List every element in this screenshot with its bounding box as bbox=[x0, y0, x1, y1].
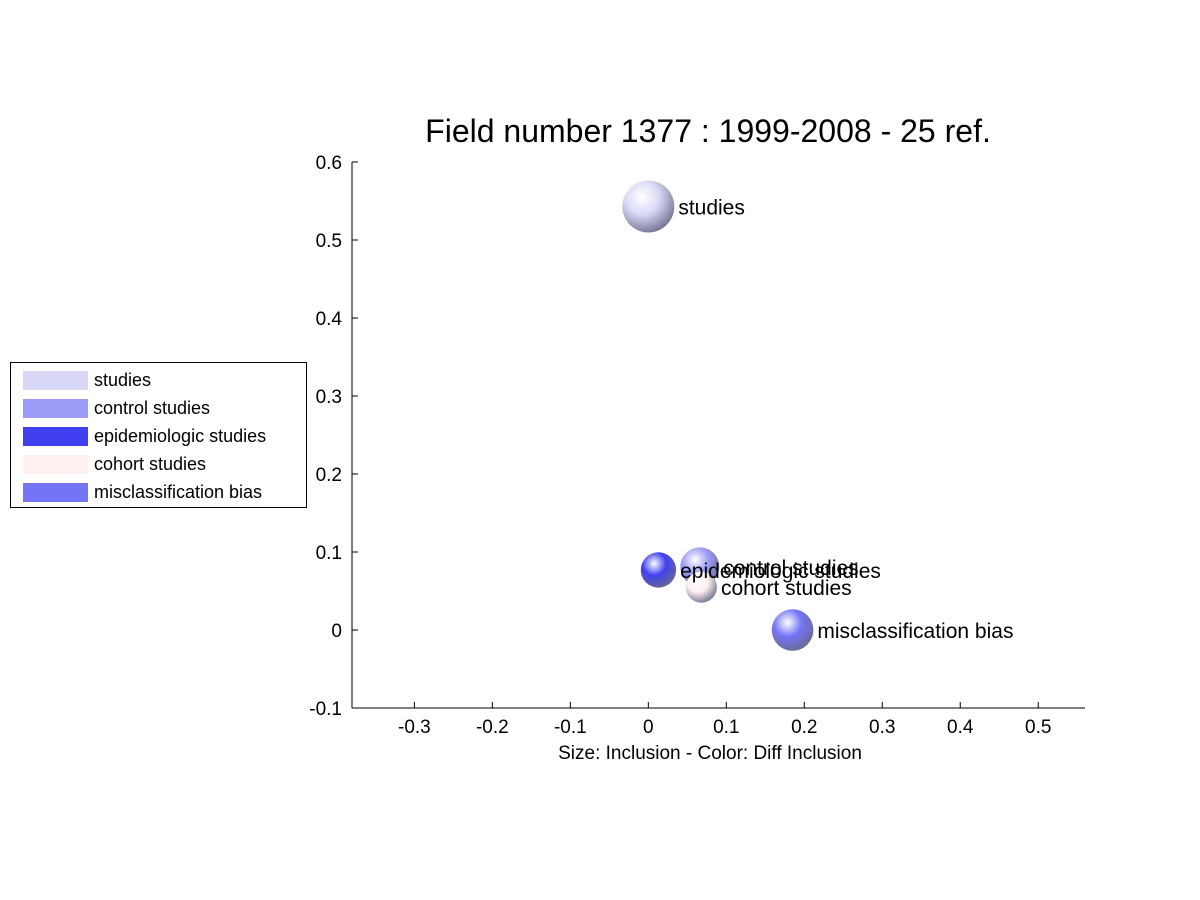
data-point bbox=[640, 552, 677, 588]
x-axis-label: Size: Inclusion - Color: Diff Inclusion bbox=[558, 743, 862, 764]
legend-item: misclassification bias bbox=[23, 482, 262, 502]
legend-label: control studies bbox=[94, 397, 211, 418]
y-tick-label: 0.4 bbox=[316, 309, 343, 330]
data-point bbox=[685, 571, 717, 603]
y-tick-label: 0.6 bbox=[316, 153, 342, 174]
x-tick-label: 0.1 bbox=[713, 717, 739, 738]
y-tick-label: 0.2 bbox=[316, 465, 342, 486]
x-tick-label: 0 bbox=[643, 717, 654, 738]
data-points bbox=[622, 180, 814, 651]
x-tick-label: 0.5 bbox=[1025, 717, 1051, 738]
x-ticks: -0.3 -0.2 -0.1 0 0.1 0.2 0.3 0.4 0.5 bbox=[398, 702, 1051, 738]
legend: studies control studies epidemiologic st… bbox=[10, 362, 307, 508]
legend-swatch bbox=[23, 398, 88, 418]
data-point-label: epidemiologic studies bbox=[680, 560, 881, 583]
data-point bbox=[771, 609, 814, 651]
legend-label: studies bbox=[94, 369, 152, 390]
chart-title: Field number 1377 : 1999-2008 - 25 ref. bbox=[425, 113, 991, 149]
legend-swatch bbox=[23, 370, 88, 390]
y-ticks: -0.1 0 0.1 0.2 0.3 0.4 0.5 0.6 bbox=[309, 153, 358, 720]
legend-item: cohort studies bbox=[23, 454, 206, 474]
x-tick-label: 0.2 bbox=[791, 717, 817, 738]
legend-item: epidemiologic studies bbox=[23, 426, 266, 446]
legend-item: control studies bbox=[23, 398, 210, 418]
axes bbox=[351, 162, 1085, 709]
x-tick-label: 0.3 bbox=[869, 717, 895, 738]
legend-item: studies bbox=[23, 370, 151, 390]
legend-swatch bbox=[23, 482, 88, 502]
x-tick-label: -0.3 bbox=[398, 717, 431, 738]
x-tick-label: -0.1 bbox=[554, 717, 587, 738]
data-point-label: studies bbox=[678, 196, 745, 219]
data-point-label: misclassification bias bbox=[817, 620, 1013, 643]
legend-label: misclassification bias bbox=[94, 481, 263, 502]
data-point bbox=[622, 180, 675, 233]
y-tick-label: 0.3 bbox=[316, 387, 342, 408]
legend-swatch bbox=[23, 454, 88, 474]
legend-label: cohort studies bbox=[94, 453, 207, 474]
x-tick-label: -0.2 bbox=[476, 717, 509, 738]
data-point-label: cohort studies bbox=[721, 577, 852, 600]
legend-swatch bbox=[23, 426, 88, 446]
y-tick-label: 0.1 bbox=[316, 543, 342, 564]
x-tick-label: 0.4 bbox=[947, 717, 974, 738]
y-tick-label: 0.5 bbox=[316, 231, 342, 252]
y-tick-label: -0.1 bbox=[309, 699, 342, 720]
legend-label: epidemiologic studies bbox=[94, 425, 267, 446]
data-point-label: control studies bbox=[723, 557, 858, 580]
y-tick-label: 0 bbox=[331, 621, 342, 642]
